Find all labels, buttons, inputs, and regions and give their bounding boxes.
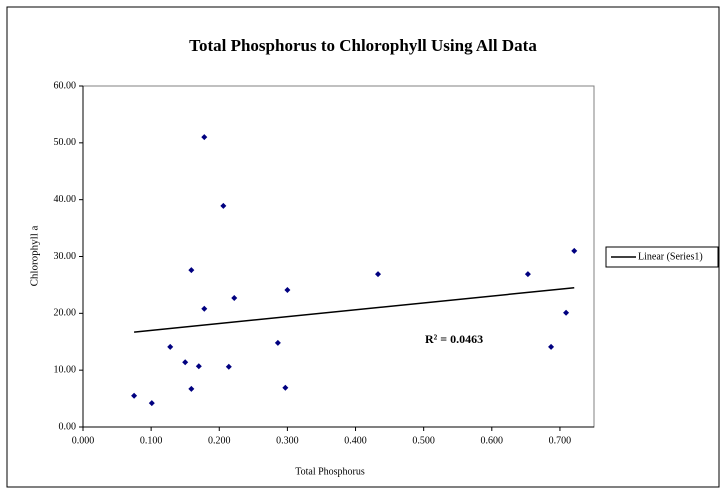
x-axis-label: Total Phosphorus (295, 466, 365, 477)
y-tick-label: 50.00 (54, 137, 77, 148)
x-tick-label: 0.700 (549, 435, 572, 446)
data-point (524, 271, 531, 278)
data-point (274, 339, 281, 346)
data-point (188, 267, 195, 274)
data-point (188, 385, 195, 392)
data-point (563, 309, 570, 316)
y-tick-label: 60.00 (54, 80, 77, 91)
data-point (201, 134, 208, 141)
x-tick-label: 0.000 (72, 435, 95, 446)
y-tick-label: 10.00 (54, 364, 77, 375)
y-tick-label: 30.00 (54, 251, 77, 262)
y-tick-label: 20.00 (54, 308, 77, 319)
x-tick-label: 0.100 (140, 435, 163, 446)
legend-label: Linear (Series1) (638, 251, 703, 262)
data-point (148, 400, 155, 407)
data-point (375, 271, 382, 278)
data-point (548, 343, 555, 350)
y-tick-label: 0.00 (59, 421, 77, 432)
r-squared: R² = 0.0463 (425, 332, 483, 346)
data-point (231, 294, 238, 301)
y-axis-label: Chlorophyll a (29, 225, 41, 286)
data-point (225, 363, 232, 370)
x-tick-label: 0.400 (344, 435, 367, 446)
x-tick-label: 0.500 (412, 435, 435, 446)
plot-area (82, 85, 595, 428)
x-tick-label: 0.300 (276, 435, 299, 446)
data-point (282, 384, 289, 391)
trendline (134, 287, 575, 333)
data-point (131, 392, 138, 399)
chart-title: Total Phosphorus to Chlorophyll Using Al… (189, 36, 537, 55)
data-point (195, 363, 202, 370)
x-tick-label: 0.600 (481, 435, 504, 446)
data-point (167, 343, 174, 350)
data-point (220, 202, 227, 209)
data-point (284, 287, 291, 294)
data-point (571, 247, 578, 254)
y-tick-label: 40.00 (54, 194, 77, 205)
data-point (201, 305, 208, 312)
legend-box (605, 246, 719, 268)
data-point (182, 359, 189, 366)
x-tick-label: 0.200 (208, 435, 231, 446)
